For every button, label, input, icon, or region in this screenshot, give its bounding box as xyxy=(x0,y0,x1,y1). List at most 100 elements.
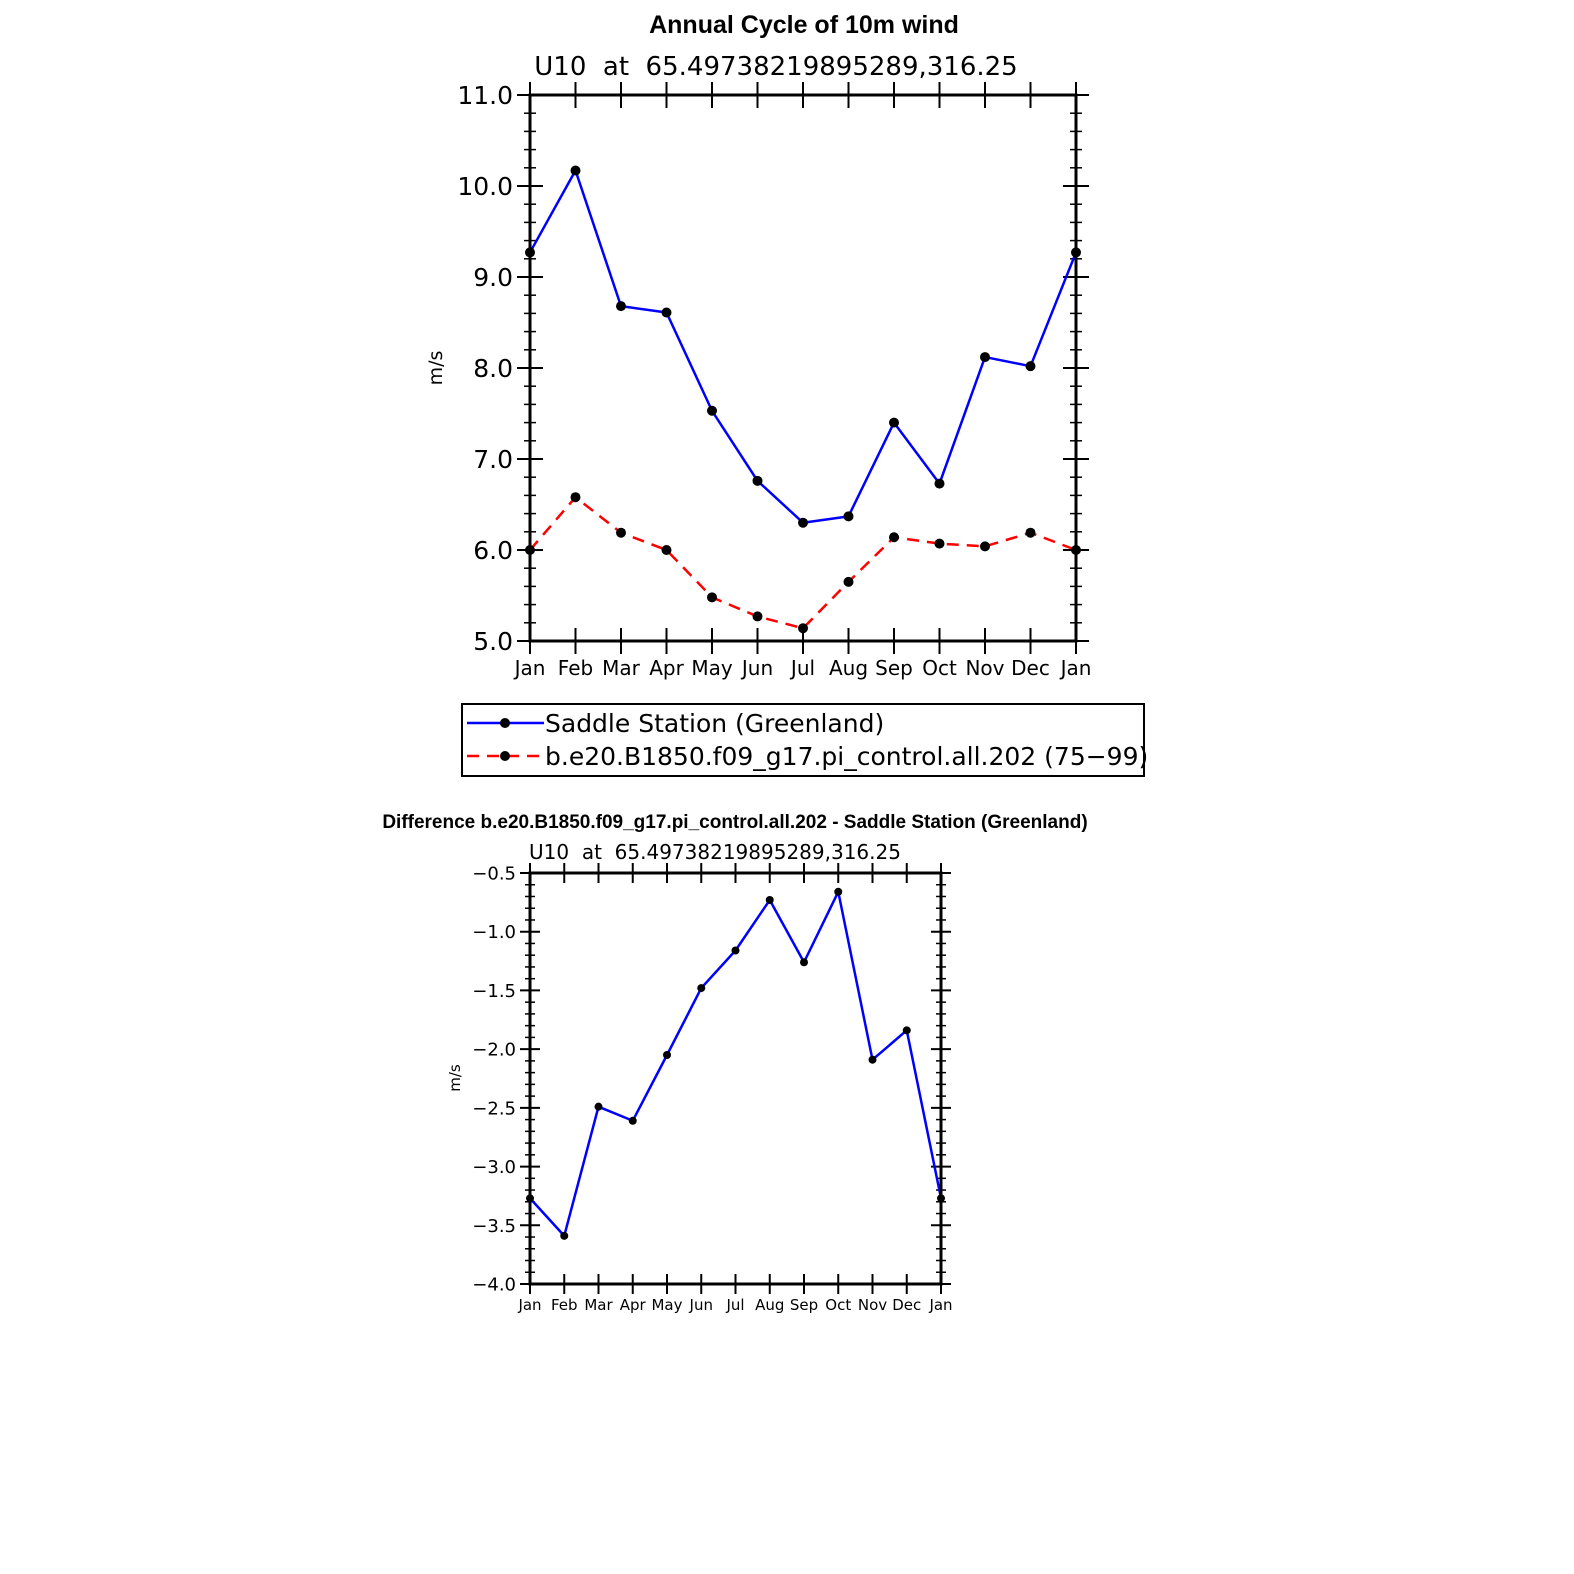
series-group xyxy=(525,165,1081,634)
data-point xyxy=(570,492,581,503)
data-point xyxy=(765,896,774,905)
data-point xyxy=(843,576,854,587)
y-tick-label: 11.0 xyxy=(457,81,513,110)
x-tick-label: Apr xyxy=(649,656,684,680)
data-point xyxy=(628,1116,637,1125)
data-point xyxy=(752,611,763,622)
x-tick-label: Feb xyxy=(558,656,593,680)
series-line-1 xyxy=(529,495,1077,630)
data-point xyxy=(697,984,706,993)
x-tick-label: Jan xyxy=(513,656,546,680)
data-point xyxy=(661,545,672,555)
data-point xyxy=(1025,361,1036,372)
x-tick-label: Nov xyxy=(858,1296,887,1314)
x-tick-label: May xyxy=(691,656,733,680)
data-point xyxy=(661,307,672,318)
data-point xyxy=(663,1051,671,1060)
x-tick-label: Aug xyxy=(829,656,868,680)
x-tick-label: Mar xyxy=(602,656,641,680)
data-point xyxy=(934,478,945,489)
data-point xyxy=(570,165,581,176)
legend: Saddle Station (Greenland) b.e20.B1850.f… xyxy=(461,703,1148,777)
x-tick-label: Oct xyxy=(825,1296,851,1314)
plot-frame xyxy=(528,871,943,1286)
chart-title: Annual Cycle of 10m wind xyxy=(649,11,959,39)
y-tick-label: −2.0 xyxy=(472,1040,516,1061)
data-point xyxy=(868,1055,877,1064)
series-group xyxy=(526,887,945,1240)
x-tick-label: Jun xyxy=(689,1296,713,1314)
y-tick-label: 8.0 xyxy=(473,354,513,383)
x-tick-label: Nov xyxy=(965,656,1004,680)
data-point xyxy=(934,538,945,549)
data-point xyxy=(889,532,899,543)
y-tick-label: 10.0 xyxy=(457,172,513,201)
data-point xyxy=(798,517,808,528)
x-tick-label: Jul xyxy=(789,656,815,680)
x-tick-label: May xyxy=(651,1296,682,1314)
x-tick-label: Oct xyxy=(922,656,957,680)
y-tick-label: −2.5 xyxy=(472,1098,516,1119)
data-point xyxy=(752,475,763,486)
data-point xyxy=(980,352,990,363)
data-point xyxy=(616,527,626,538)
data-point xyxy=(560,1231,569,1240)
x-tick-label: Jan xyxy=(517,1296,541,1314)
difference-chart: Difference b.e20.B1850.f09_g17.pi_contro… xyxy=(382,812,1087,1314)
y-tick-label: −3.0 xyxy=(472,1157,516,1178)
legend-label-saddle: Saddle Station (Greenland) xyxy=(545,709,884,738)
data-point xyxy=(707,592,717,603)
y-tick-label: 9.0 xyxy=(473,263,513,292)
y-ticks: −4.0 −3.5 −3.0 −2.5 −2.0 −1.5 −1.0 −0.5 xyxy=(472,863,951,1295)
legend-box xyxy=(461,703,1145,777)
legend-marker-saddle xyxy=(500,718,510,728)
data-point xyxy=(594,1102,603,1111)
y-ticks: 5.0 6.0 7.0 8.0 9.0 10.0 11.0 xyxy=(457,81,1089,656)
data-point xyxy=(731,946,740,955)
x-tick-label: Jul xyxy=(725,1296,744,1314)
y-axis-label: m/s xyxy=(446,1064,464,1092)
x-ticks: Jan Feb Mar Apr May Jun Jul Aug Sep Oct Nov Dec Jan xyxy=(513,82,1092,680)
data-point xyxy=(834,887,843,896)
y-tick-label: −3.5 xyxy=(472,1216,516,1237)
x-tick-label: Jan xyxy=(1059,656,1092,680)
legend-label-model: b.e20.B1850.f09_g17.pi_control.all.202 (… xyxy=(545,742,1148,771)
x-tick-label: Feb xyxy=(551,1296,578,1314)
x-tick-label: Jan xyxy=(928,1296,952,1314)
annual-cycle-chart: Annual Cycle of 10m wind U10 at 65.49738… xyxy=(425,11,1148,777)
data-point xyxy=(616,301,626,312)
y-axis-label: m/s xyxy=(425,351,447,386)
x-tick-label: Dec xyxy=(892,1296,921,1314)
data-point xyxy=(1025,527,1036,538)
data-point xyxy=(980,541,990,552)
x-tick-label: Mar xyxy=(584,1296,613,1314)
data-point xyxy=(707,405,717,416)
x-ticks: Jan Feb Mar Apr May Jun Jul Aug Sep Oct Nov Dec Jan xyxy=(517,863,953,1314)
data-point xyxy=(798,623,808,634)
chart-title: Difference b.e20.B1850.f09_g17.pi_contro… xyxy=(382,812,1087,833)
x-tick-label: Sep xyxy=(875,656,913,680)
plot-frame xyxy=(528,93,1078,643)
x-tick-label: Aug xyxy=(755,1296,784,1314)
x-tick-label: Dec xyxy=(1011,656,1050,680)
x-tick-label: Sep xyxy=(790,1296,818,1314)
series-line-0 xyxy=(529,890,943,1238)
x-tick-label: Jun xyxy=(740,656,773,680)
data-point xyxy=(800,958,808,967)
data-point xyxy=(889,417,899,428)
y-tick-label: 7.0 xyxy=(473,445,513,474)
y-tick-label: −0.5 xyxy=(472,863,516,884)
y-tick-label: −1.5 xyxy=(472,981,516,1002)
y-tick-label: −1.0 xyxy=(472,922,516,943)
minor-ticks xyxy=(524,112,1082,624)
data-point xyxy=(902,1026,911,1035)
minor-ticks xyxy=(525,883,946,1274)
legend-marker-model xyxy=(500,751,510,761)
y-tick-label: 5.0 xyxy=(473,627,513,656)
x-tick-label: Apr xyxy=(620,1296,647,1314)
data-point xyxy=(843,511,854,522)
y-tick-label: −4.0 xyxy=(472,1274,516,1295)
y-tick-label: 6.0 xyxy=(473,536,513,565)
chart-subtitle: U10 at 65.49738219895289,316.25 xyxy=(529,840,901,864)
